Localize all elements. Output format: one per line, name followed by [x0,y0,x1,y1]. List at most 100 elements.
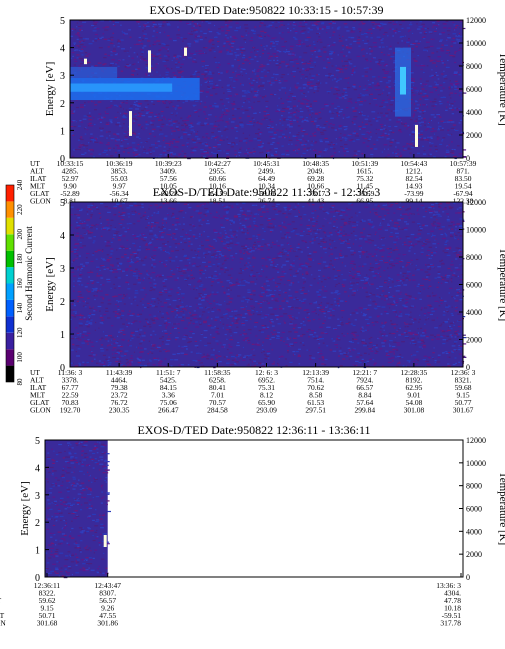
heatmap-cell [392,23,397,25]
heatmap-cell [203,151,207,153]
heatmap-cell [122,323,125,325]
heatmap-cell [386,86,389,88]
heatmap-cell [73,316,77,318]
heatmap-cell [108,38,111,40]
heatmap-cell [253,349,255,351]
heatmap-cell [312,150,317,152]
heatmap-cell [267,127,271,129]
heatmap-cell [100,130,103,132]
heatmap-cell [382,260,385,262]
heatmap-cell [368,293,371,295]
heatmap-cell [419,104,421,106]
heatmap-cell [225,32,228,34]
heatmap-cell [140,238,144,240]
heatmap-cell [331,206,335,208]
heatmap-cell [109,42,114,45]
heatmap-cell [288,53,292,55]
heatmap-cell [439,116,442,118]
heatmap-cell [306,120,309,122]
heatmap-cell [435,72,437,74]
heatmap-cell [178,72,182,74]
heatmap-cell [248,91,251,93]
heatmap-cell [370,93,373,95]
heatmap-cell [236,354,239,356]
heatmap-cell [431,204,435,206]
heatmap-cell [397,362,401,364]
heatmap-cell [245,142,248,144]
heatmap-cell [261,96,266,98]
heatmap-cell [122,139,125,141]
heatmap-cell [169,303,171,305]
heatmap-cell [443,96,446,98]
heatmap-cell [206,210,210,212]
heatmap-cell [270,318,273,321]
heatmap-cell [171,142,174,144]
heatmap-cell [378,204,380,207]
heatmap-cell [322,225,325,227]
heatmap-cell [210,108,214,110]
heatmap-cell [161,313,164,315]
heatmap-cell [240,49,242,51]
heatmap-cell [298,216,302,218]
heatmap-cell [408,45,410,47]
heatmap-cell [153,69,155,71]
heatmap-cell [332,124,335,126]
heatmap-cell [360,92,362,94]
heatmap-cell [169,261,172,263]
heatmap-cell [211,39,214,42]
heatmap-cell [120,102,122,104]
heatmap-cell [242,102,245,104]
heatmap-cell [390,204,394,206]
heatmap-cell [396,329,399,331]
heatmap-cell [433,156,436,158]
heatmap-cell [280,24,284,26]
heatmap-cell [451,141,453,143]
heatmap-cell [136,21,141,23]
heatmap-cell [221,135,223,137]
heatmap-cell [284,250,287,253]
heatmap-cell [376,25,380,28]
heatmap-cell [387,148,389,150]
heatmap-cell [135,268,138,270]
heatmap-cell [177,146,179,148]
heatmap-cell [369,284,371,286]
heatmap-cell [94,298,96,301]
heatmap-cell [403,307,407,309]
heatmap-cell [309,60,313,62]
heatmap-cell [364,71,368,73]
heatmap-cell [374,321,379,323]
heatmap-cell [80,237,84,239]
heatmap-cell [187,341,191,344]
heatmap-cell [162,116,165,118]
heatmap-cell [340,146,343,148]
heatmap-cell [387,71,390,73]
heatmap-cell [255,49,259,51]
heatmap-cell [227,22,230,24]
heatmap-cell [117,122,121,124]
heatmap-cell [287,116,292,118]
heatmap-cell [277,253,281,255]
heatmap-cell [425,319,428,321]
heatmap-cell [128,146,133,149]
heatmap-cell [92,242,95,244]
heatmap-cell [225,25,229,27]
heatmap-cell [258,122,261,124]
heatmap-cell [121,127,123,129]
heatmap-cell [242,54,246,56]
heatmap-cell [459,264,461,266]
heatmap-cell [178,345,181,347]
heatmap-cell [253,101,255,103]
heatmap-cell [217,148,221,150]
heatmap-cell [293,342,298,344]
heatmap-cell [200,84,203,86]
heatmap-cell [101,117,104,119]
heatmap-cell [330,20,333,22]
heatmap-cell [345,46,349,48]
heatmap-cell [352,334,356,336]
heatmap-cell [321,28,324,30]
heatmap-cell [339,110,343,113]
heatmap-cell [382,99,385,102]
heatmap-cell [250,58,254,60]
heatmap-cell [349,262,354,264]
heatmap-cell [189,51,191,53]
